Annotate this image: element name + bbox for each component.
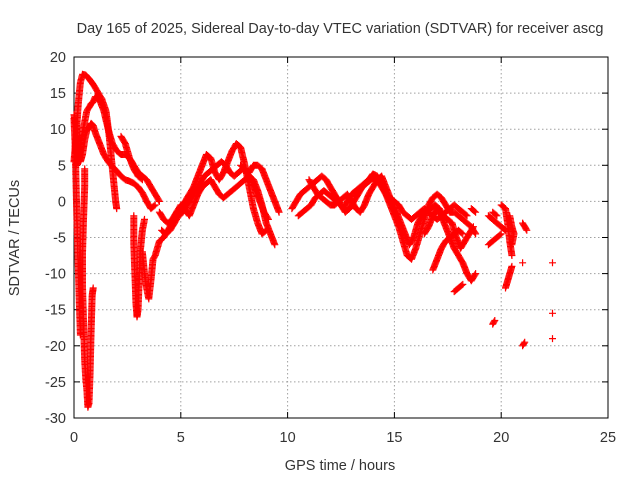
data-point xyxy=(522,225,530,233)
data-point xyxy=(549,259,556,267)
data-point xyxy=(496,231,504,239)
data-point xyxy=(459,230,467,238)
data-point xyxy=(155,196,163,204)
data-point xyxy=(468,206,476,213)
y-tick-label: 5 xyxy=(58,158,66,174)
data-point xyxy=(497,230,505,238)
data-point xyxy=(492,211,500,219)
data-point xyxy=(520,339,528,347)
data-point xyxy=(469,223,477,231)
data-point xyxy=(458,229,466,237)
y-tick-label: -10 xyxy=(45,267,66,283)
data-point xyxy=(463,212,471,220)
data-point xyxy=(472,230,480,238)
data-point xyxy=(459,280,467,288)
data-point xyxy=(261,227,269,235)
data-point xyxy=(150,202,158,210)
data-point xyxy=(549,309,556,317)
data-point xyxy=(519,259,527,267)
data-point xyxy=(262,226,270,234)
y-tick-label: 10 xyxy=(50,122,66,138)
data-point xyxy=(76,331,84,339)
data-point xyxy=(275,208,283,216)
data-point xyxy=(471,271,479,279)
data-point xyxy=(89,284,97,292)
data-point xyxy=(549,335,556,343)
data-point xyxy=(155,197,163,205)
data-point xyxy=(523,226,531,234)
y-axis-label: SDTVAR / TECUs xyxy=(7,180,23,296)
y-tick-labels: -30 -25 -20 -15 -10 -5 0 5 10 15 20 xyxy=(45,50,66,427)
data-point xyxy=(462,211,470,219)
data-point xyxy=(491,317,499,324)
y-tick-label: -20 xyxy=(45,339,66,355)
data-point xyxy=(113,205,121,213)
grid xyxy=(74,57,608,418)
data-points xyxy=(70,70,556,411)
x-tick-label: 10 xyxy=(280,430,296,446)
data-point xyxy=(472,270,480,278)
data-point xyxy=(508,262,516,270)
y-tick-label: 15 xyxy=(50,86,66,102)
data-point xyxy=(521,338,529,346)
y-tick-label: -5 xyxy=(53,231,66,247)
data-point xyxy=(490,318,498,326)
data-point xyxy=(264,214,272,222)
x-tick-label: 5 xyxy=(177,430,185,446)
data-point xyxy=(151,201,159,209)
data-point xyxy=(493,212,501,220)
data-point xyxy=(508,252,516,259)
y-tick-label: 20 xyxy=(50,50,66,66)
x-tick-label: 0 xyxy=(70,430,78,446)
data-point xyxy=(467,205,475,213)
data-point xyxy=(508,241,516,249)
x-axis-label: GPS time / hours xyxy=(285,458,395,474)
x-tick-label: 20 xyxy=(493,430,509,446)
x-tick-labels: 0 5 10 15 20 25 xyxy=(70,430,616,446)
data-point xyxy=(138,176,146,184)
data-point xyxy=(141,215,148,223)
y-tick-label: 0 xyxy=(58,194,66,210)
y-tick-label: -15 xyxy=(45,303,66,319)
data-point xyxy=(264,215,272,223)
x-tick-label: 15 xyxy=(386,430,402,446)
data-point xyxy=(137,175,145,183)
data-point xyxy=(458,281,466,289)
x-tick-label: 25 xyxy=(600,430,616,446)
chart-title: Day 165 of 2025, Sidereal Day-to-day VTE… xyxy=(77,21,604,37)
data-point xyxy=(469,224,477,232)
y-tick-label: -25 xyxy=(45,375,66,391)
y-tick-label: -30 xyxy=(45,411,66,427)
data-point xyxy=(271,241,279,249)
